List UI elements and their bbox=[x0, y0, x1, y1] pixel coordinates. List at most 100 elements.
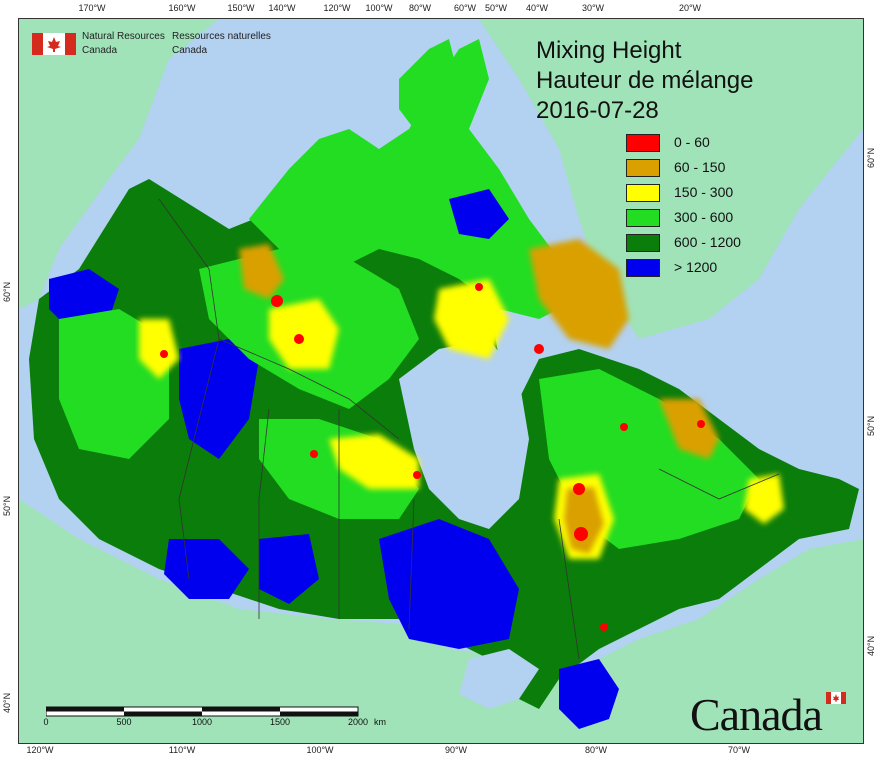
agency-name-fr-line: Ressources naturelles bbox=[172, 31, 271, 42]
legend-label: 60 - 150 bbox=[674, 159, 726, 175]
boundary-line bbox=[658, 468, 780, 500]
graticule-label-top: 150°W bbox=[227, 3, 255, 13]
legend-swatch bbox=[626, 184, 660, 202]
graticule-label-right: 50°N bbox=[866, 415, 876, 436]
scale-label: 0 bbox=[43, 717, 49, 727]
graticule-label-left: 40°N bbox=[2, 692, 12, 713]
graticule-label-left: 50°N bbox=[2, 495, 12, 516]
zone-yellow-labrador bbox=[744, 474, 784, 524]
mixing-height-map bbox=[19, 19, 863, 743]
agency-name-fr: Ressources naturelles Canada bbox=[172, 30, 271, 58]
scale-bar: 0 500 1000 1500 2000 km bbox=[43, 705, 386, 727]
zone-blue-ontario bbox=[559, 659, 619, 729]
zone-blue-bc bbox=[164, 539, 249, 599]
graticule-label-top: 80°W bbox=[408, 3, 432, 13]
graticule-label-top: 30°W bbox=[581, 3, 605, 13]
boundary-line bbox=[258, 408, 270, 619]
graticule-label-top: 100°W bbox=[365, 3, 393, 13]
legend-label: 150 - 300 bbox=[674, 184, 734, 200]
scale-label: 500 bbox=[116, 717, 132, 727]
zone-orange-labrador bbox=[659, 399, 719, 459]
graticule-label-top: 160°W bbox=[168, 3, 196, 13]
zone-red-spot bbox=[573, 483, 585, 495]
zone-red-spot bbox=[294, 334, 304, 344]
map-canvas bbox=[18, 18, 864, 744]
hudson-bay bbox=[399, 339, 529, 529]
map-date: 2016-07-28 bbox=[536, 97, 659, 124]
legend-swatch bbox=[626, 134, 660, 152]
zone-red-spot bbox=[160, 350, 168, 358]
zone-blue-north-west bbox=[179, 339, 259, 459]
boundary-line bbox=[218, 338, 400, 440]
zone-red-spot bbox=[310, 450, 318, 458]
arctic-island-north bbox=[399, 39, 459, 129]
graticule-label-bottom: 110°W bbox=[168, 745, 196, 755]
agency-name-fr-line: Canada bbox=[172, 45, 208, 56]
zone-yellow-nwt bbox=[269, 299, 339, 369]
zone-red-spot bbox=[475, 283, 483, 291]
graticule-label-bottom: 120°W bbox=[26, 745, 54, 755]
boundary-line bbox=[158, 198, 220, 580]
wordmark-flag-icon bbox=[826, 692, 846, 704]
zone-blue-prairies bbox=[379, 519, 519, 649]
graticule-label-top: 50°W bbox=[484, 3, 508, 13]
graticule-label-right: 60°N bbox=[866, 147, 876, 168]
graticule-label-bottom: 80°W bbox=[584, 745, 608, 755]
scale-label: 1000 bbox=[191, 717, 213, 727]
zone-orange-baffin bbox=[529, 239, 629, 349]
legend-label: 0 - 60 bbox=[674, 134, 710, 150]
graticule-label-top: 40°W bbox=[525, 3, 549, 13]
great-lakes bbox=[459, 649, 539, 709]
zone-red-spot bbox=[574, 527, 588, 541]
graticule-label-bottom: 70°W bbox=[727, 745, 751, 755]
graticule-label-top: 120°W bbox=[323, 3, 351, 13]
boundary-line bbox=[408, 498, 415, 630]
zone-red-spot bbox=[534, 344, 544, 354]
graticule-label-right: 40°N bbox=[866, 635, 876, 656]
arctic-islands bbox=[249, 39, 579, 319]
canada-flag-icon bbox=[32, 33, 76, 55]
zone-red-spot bbox=[620, 423, 628, 431]
scale-label: 1500 bbox=[269, 717, 291, 727]
agency-name-en: Natural Resources Canada bbox=[82, 30, 165, 58]
graticule-label-top: 140°W bbox=[268, 3, 296, 13]
zone-orange-quebec bbox=[564, 487, 604, 554]
legend-label: 300 - 600 bbox=[674, 209, 734, 225]
map-title-fr: Hauteur de mélange bbox=[536, 67, 754, 94]
map-title-en: Mixing Height bbox=[536, 37, 682, 64]
graticule-label-bottom: 100°W bbox=[306, 745, 334, 755]
zone-red-spot bbox=[697, 420, 705, 428]
zone-blue-sask bbox=[259, 534, 319, 604]
zone-red-spot bbox=[413, 471, 421, 479]
graticule-label-top: 20°W bbox=[678, 3, 702, 13]
zone-yellow-hudson-west bbox=[329, 434, 419, 489]
graticule-label-bottom: 90°W bbox=[444, 745, 468, 755]
foreign-land-greenland bbox=[479, 19, 863, 339]
map-title: Mixing Height Hauteur de mélange 2016-07… bbox=[536, 36, 753, 126]
scale-unit: km bbox=[374, 717, 386, 727]
graticule-label-left: 60°N bbox=[2, 281, 12, 302]
legend-swatch bbox=[626, 159, 660, 177]
zone-yellow-yukon bbox=[139, 319, 179, 379]
graticule-label-top: 170°W bbox=[78, 3, 106, 13]
legend-label: > 1200 bbox=[674, 259, 718, 275]
legend-label: 600 - 1200 bbox=[674, 234, 741, 250]
legend-swatch bbox=[626, 259, 660, 277]
zone-red-spot bbox=[600, 623, 608, 631]
zone-yellow-arctic bbox=[434, 279, 509, 359]
foreign-land-west bbox=[19, 19, 219, 309]
zone-red-spot bbox=[271, 295, 283, 307]
scale-label: 2000 bbox=[347, 717, 369, 727]
provincial-boundaries bbox=[158, 198, 780, 660]
zone-orange-nwt bbox=[239, 244, 284, 299]
scale-bar-graphic bbox=[45, 706, 359, 717]
agency-name-en-line: Natural Resources bbox=[82, 31, 165, 42]
foreign-land-usa bbox=[19, 499, 863, 743]
legend-swatch bbox=[626, 234, 660, 252]
canada-wordmark: Canada bbox=[690, 689, 823, 740]
legend-swatch bbox=[626, 209, 660, 227]
agency-name-en-line: Canada bbox=[82, 45, 118, 56]
boundary-line bbox=[558, 518, 580, 660]
graticule-label-top: 60°W bbox=[453, 3, 477, 13]
